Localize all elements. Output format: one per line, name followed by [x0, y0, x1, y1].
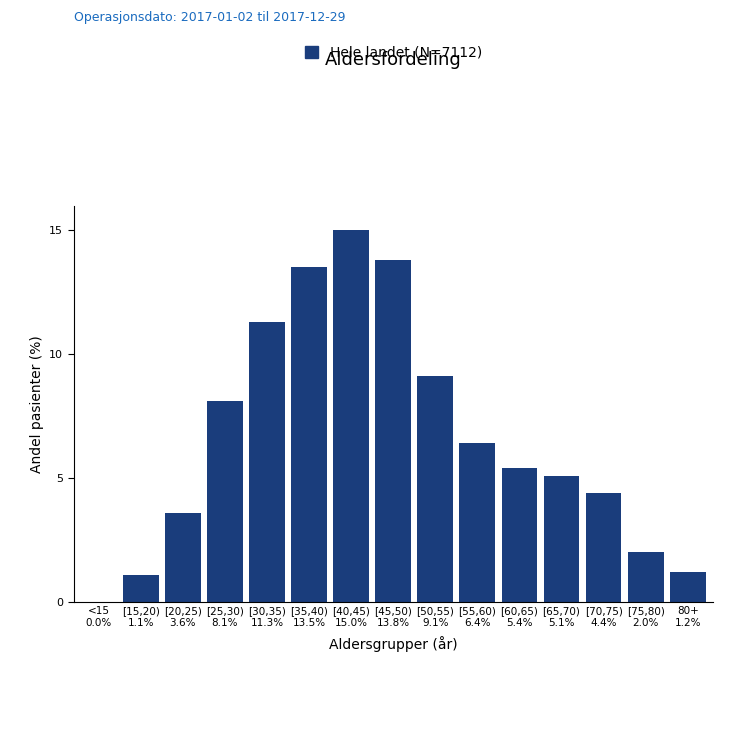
Y-axis label: Andel pasienter (%): Andel pasienter (%): [29, 335, 43, 473]
Bar: [249, 322, 285, 602]
Text: Aldersfordeling: Aldersfordeling: [325, 51, 462, 70]
Bar: [207, 401, 243, 602]
Bar: [544, 476, 579, 602]
Legend: Hele landet (N=7112): Hele landet (N=7112): [304, 46, 482, 60]
Text: Operasjonsdato: 2017-01-02 til 2017-12-29: Operasjonsdato: 2017-01-02 til 2017-12-2…: [74, 11, 345, 24]
Bar: [459, 443, 495, 602]
Bar: [333, 230, 369, 602]
Bar: [165, 513, 201, 602]
X-axis label: Aldersgrupper (år): Aldersgrupper (år): [329, 636, 457, 652]
Bar: [291, 267, 327, 602]
Bar: [586, 493, 622, 602]
Bar: [123, 575, 159, 602]
Bar: [376, 260, 411, 602]
Bar: [501, 468, 537, 602]
Bar: [417, 377, 453, 602]
Bar: [670, 573, 706, 602]
Bar: [628, 553, 664, 602]
